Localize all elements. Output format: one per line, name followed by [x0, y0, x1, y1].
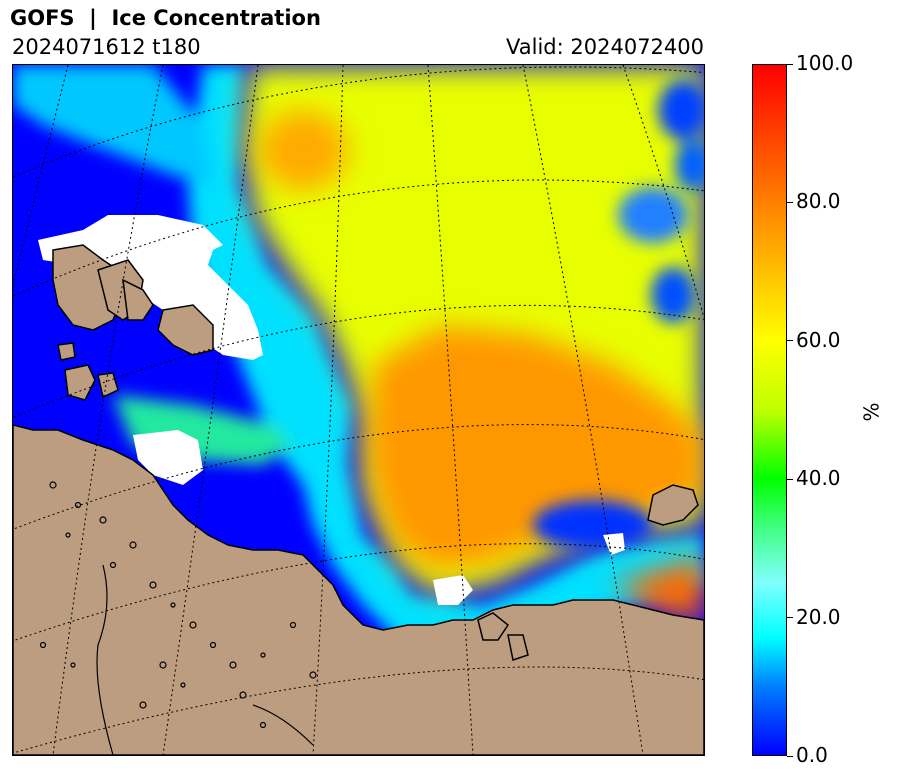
colorbar-tick-label: 0.0 [796, 743, 828, 767]
colorbar-tick-label: 20.0 [796, 604, 841, 629]
graticule [13, 65, 704, 755]
ice-concentration-map [12, 64, 705, 756]
colorbar-tick-label: 80.0 [796, 189, 841, 214]
map-canvas [13, 65, 704, 755]
valid-label: Valid: 2024072400 [506, 35, 704, 59]
colorbar-tick-label: 60.0 [796, 327, 841, 352]
colorbar-tick-label: 100.0 [796, 51, 854, 75]
colorbar-tick-mark [787, 755, 793, 757]
land-lakes [39, 481, 317, 755]
low-ice-pockets [533, 80, 704, 550]
colorbar-tick-mark [787, 478, 793, 480]
colorbar-tick-mark [787, 340, 793, 342]
colorbar-unit-label: % [859, 402, 884, 422]
colorbar-tick-label: 40.0 [796, 466, 841, 491]
figure-title: GOFS | Ice Concentration [10, 6, 321, 30]
land [13, 244, 704, 755]
colorbar [752, 64, 787, 756]
colorbar-tick-mark [787, 63, 793, 65]
colorbar-tick-mark [787, 617, 793, 619]
colorbar-tick-mark [787, 201, 793, 203]
run-label: 2024071612 t180 [12, 35, 201, 59]
